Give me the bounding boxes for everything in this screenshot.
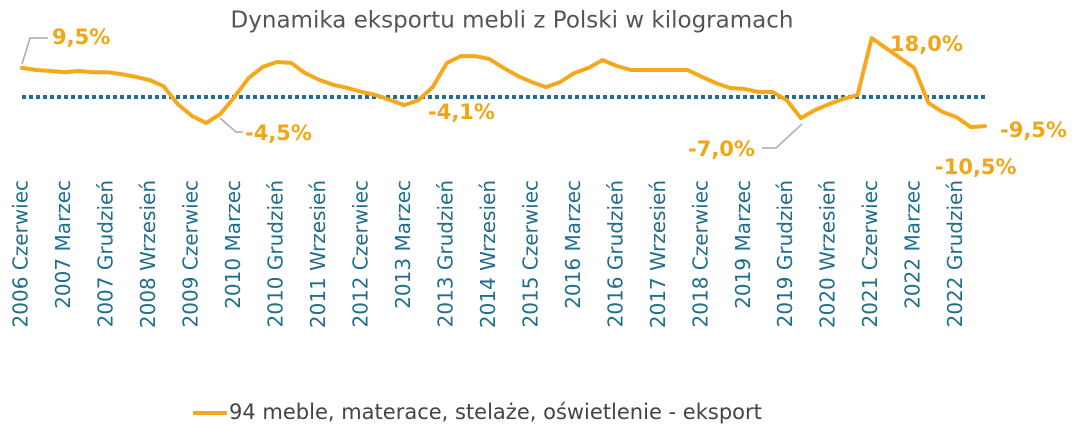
annotation: -7,0% bbox=[688, 137, 755, 161]
x-tick-label: 2013 Grudzień bbox=[433, 180, 457, 327]
x-tick-label: 2015 Czerwiec bbox=[518, 180, 542, 327]
x-tick-label: 2008 Wrzesień bbox=[136, 180, 160, 328]
x-tick-label: 2010 Grudzień bbox=[263, 180, 287, 327]
x-tick-label: 2010 Marzec bbox=[221, 180, 245, 309]
annotation: -9,5% bbox=[1000, 118, 1067, 142]
x-tick-label: 2016 Marzec bbox=[561, 180, 585, 309]
x-tick-label: 2020 Wrzesień bbox=[816, 180, 840, 328]
x-tick-label: 2011 Wrzesień bbox=[306, 180, 330, 328]
x-tick-label: 2021 Czerwiec bbox=[858, 180, 882, 327]
line-series bbox=[20, 36, 987, 130]
legend-label: 94 meble, materace, stelaże, oświetlenie… bbox=[229, 400, 762, 424]
x-tick-label: 2012 Czerwiec bbox=[348, 180, 372, 327]
x-tick-label: 2018 Czerwiec bbox=[688, 180, 712, 327]
x-tick-label: 2007 Grudzień bbox=[93, 180, 117, 327]
x-tick-label: 2007 Marzec bbox=[51, 180, 75, 309]
x-tick-label: 2019 Marzec bbox=[731, 180, 755, 309]
x-tick-label: 2013 Marzec bbox=[391, 180, 415, 309]
x-tick-label: 2014 Wrzesień bbox=[476, 180, 500, 328]
annotation: 9,5% bbox=[52, 25, 110, 49]
annotation: 18,0% bbox=[890, 32, 963, 56]
x-tick-label: 2006 Czerwiec bbox=[9, 180, 33, 327]
annotation-leader bbox=[762, 123, 803, 149]
annotation: -10,5% bbox=[935, 155, 1017, 179]
x-tick-label: 2022 Grudzień bbox=[943, 180, 967, 327]
annotation-leader bbox=[21, 37, 48, 65]
annotation-leader bbox=[219, 117, 243, 133]
chart-title: Dynamika eksportu mebli z Polski w kilog… bbox=[231, 8, 794, 34]
x-tick-label: 2009 Czerwiec bbox=[178, 180, 202, 327]
annotation: -4,5% bbox=[245, 121, 312, 145]
x-tick-label: 2022 Marzec bbox=[901, 180, 925, 309]
x-tick-label: 2019 Grudzień bbox=[773, 180, 797, 327]
x-tick-label: 2017 Wrzesień bbox=[646, 180, 670, 328]
annotation: -4,1% bbox=[428, 100, 495, 124]
x-tick-label: 2016 Grudzień bbox=[603, 180, 627, 327]
